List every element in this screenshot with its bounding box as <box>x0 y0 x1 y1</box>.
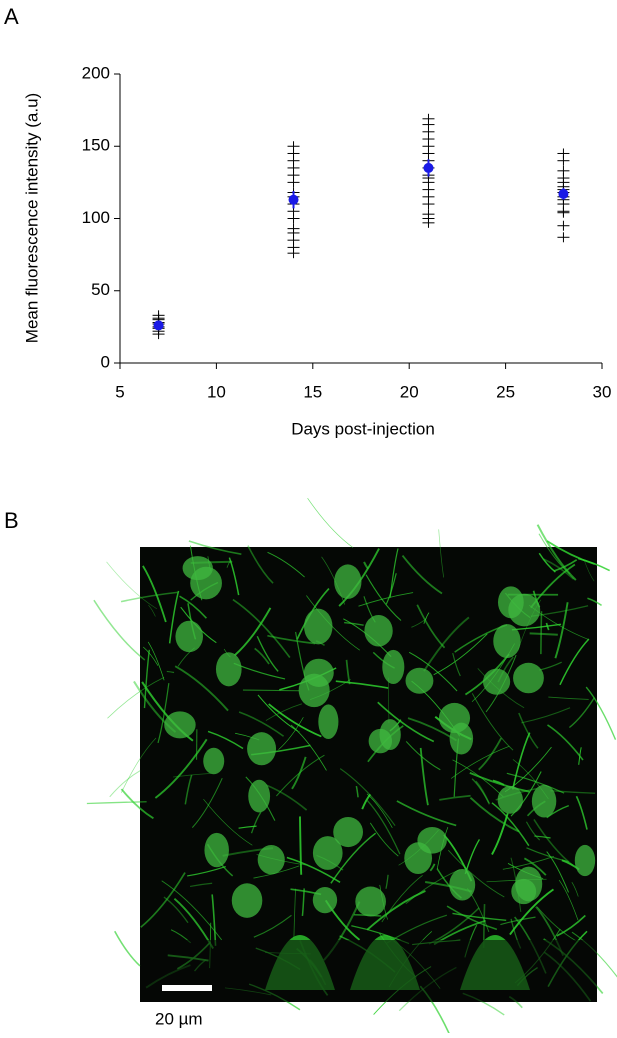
x-tick-label: 10 <box>207 382 226 401</box>
soma <box>449 869 475 901</box>
neurite <box>87 802 147 804</box>
soma <box>439 703 470 733</box>
dark-layer <box>140 940 597 1002</box>
soma <box>493 624 520 658</box>
soma <box>515 867 542 902</box>
panel-label: A <box>4 4 19 29</box>
data-point <box>288 141 300 151</box>
neurite <box>308 498 353 547</box>
soma <box>575 845 595 876</box>
scale-bar <box>162 985 212 991</box>
mean-point <box>423 163 433 173</box>
soma <box>532 785 556 818</box>
soma <box>175 621 203 653</box>
soma <box>333 817 363 847</box>
soma <box>318 704 338 739</box>
neurite <box>115 931 140 966</box>
soma <box>355 887 386 917</box>
data-point <box>153 310 165 320</box>
soma <box>380 719 401 750</box>
x-tick-label: 30 <box>593 382 612 401</box>
y-tick-label: 100 <box>82 208 110 227</box>
micrograph <box>87 498 617 1033</box>
soma <box>203 748 224 775</box>
soma <box>334 564 361 599</box>
data-point <box>422 209 434 219</box>
neurite <box>541 611 542 654</box>
soma <box>304 609 332 645</box>
y-tick-label: 200 <box>82 63 110 82</box>
soma <box>247 732 276 765</box>
soma <box>232 883 263 918</box>
soma <box>299 674 330 708</box>
neurite <box>300 816 301 874</box>
y-tick-label: 150 <box>82 136 110 155</box>
soma <box>406 668 434 694</box>
x-tick-label: 25 <box>496 382 515 401</box>
neurite <box>94 600 145 660</box>
x-tick-label: 5 <box>115 382 124 401</box>
y-axis-label: Mean fluorescence intensity (a.u) <box>22 93 41 343</box>
soma <box>498 786 523 814</box>
panel-label: B <box>4 508 19 533</box>
soma <box>513 663 544 693</box>
scale-bar-label: 20 µm <box>155 1009 203 1028</box>
soma <box>382 650 404 684</box>
soma <box>508 594 540 627</box>
x-tick-label: 15 <box>303 382 322 401</box>
soma <box>417 827 446 854</box>
data-point <box>557 148 569 158</box>
soma <box>364 615 392 646</box>
data-point <box>557 221 569 231</box>
data-point <box>557 232 569 242</box>
mean-point <box>289 195 299 205</box>
soma <box>216 652 242 686</box>
x-tick-label: 20 <box>400 382 419 401</box>
data-point <box>288 224 300 234</box>
y-tick-label: 50 <box>91 280 110 299</box>
soma <box>164 711 195 738</box>
soma <box>204 833 229 867</box>
mean-point <box>558 189 568 199</box>
mean-point <box>154 320 164 330</box>
data-point <box>557 166 569 176</box>
soma <box>183 556 213 580</box>
x-axis-label: Days post-injection <box>291 419 435 438</box>
soma <box>248 780 270 813</box>
soma <box>483 669 510 695</box>
neurite <box>243 690 299 691</box>
soma <box>313 887 337 913</box>
y-tick-label: 0 <box>101 352 110 371</box>
data-point <box>422 114 434 124</box>
soma <box>258 845 285 874</box>
